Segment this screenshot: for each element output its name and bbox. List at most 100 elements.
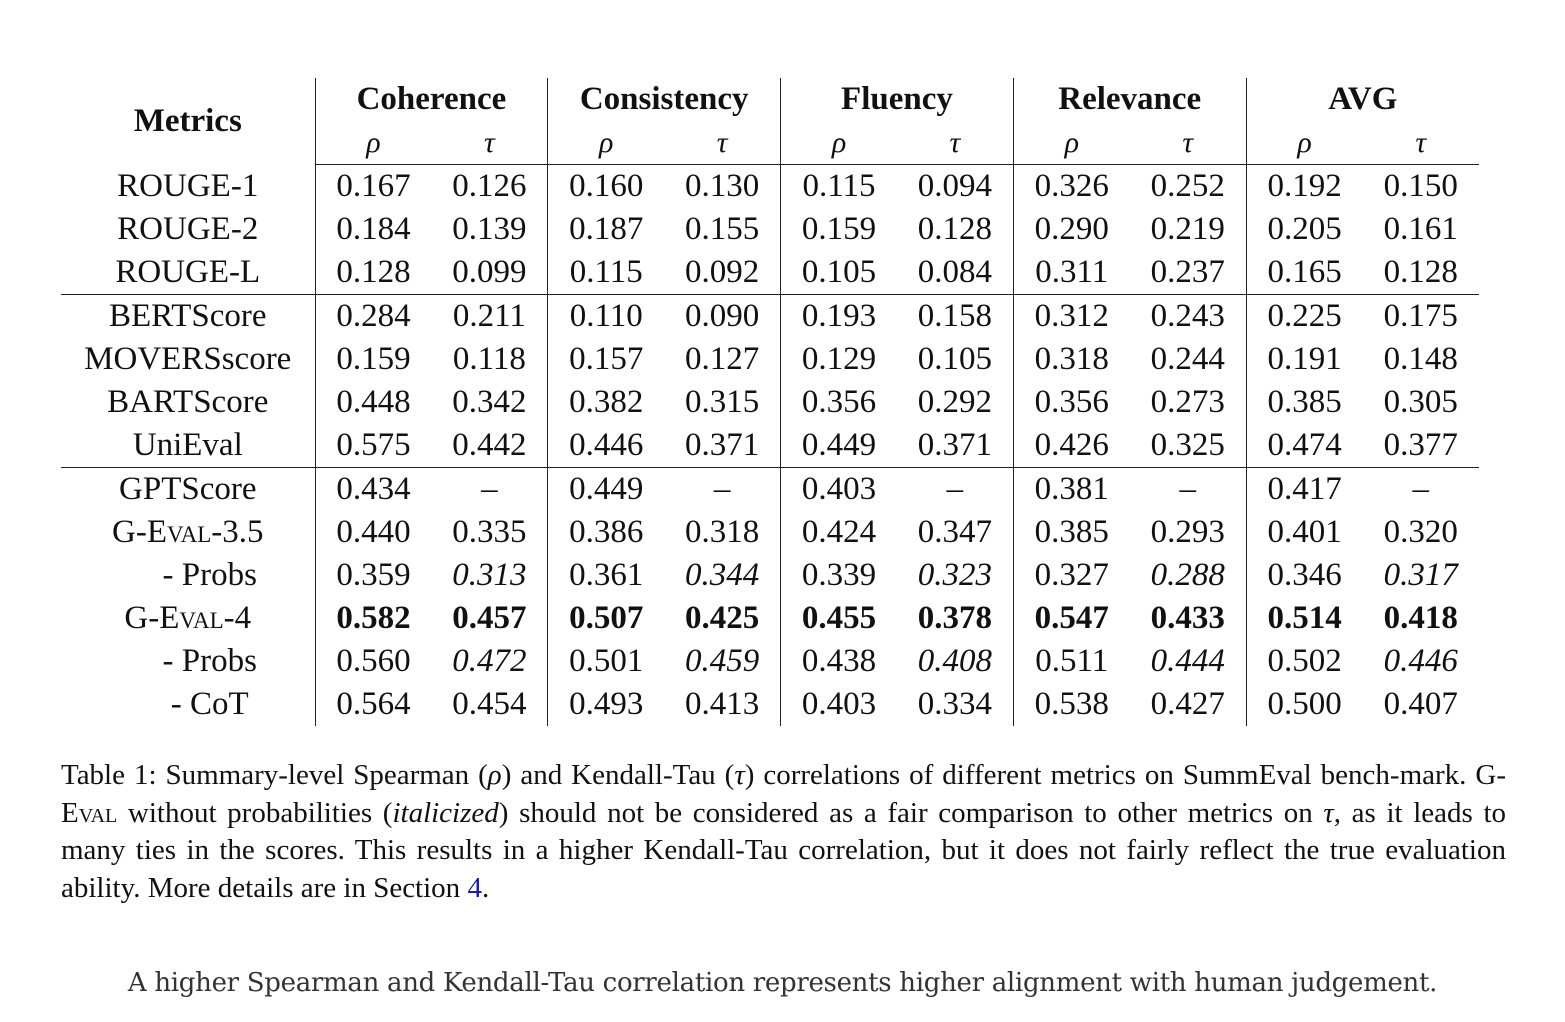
rho-value-cell: 0.403	[780, 683, 897, 726]
rho-value-cell: 0.403	[780, 467, 897, 511]
rho-value-cell: 0.165	[1245, 251, 1363, 295]
metric-name-cell: - CoT	[170, 686, 249, 722]
tau-value-cell: 0.335	[452, 514, 527, 550]
rho-value-cell: 0.446	[547, 424, 665, 468]
tau-value-cell: 0.150	[1383, 168, 1458, 204]
tau-value-cell: 0.317	[1383, 557, 1458, 593]
tau-value-cell: 0.288	[1150, 557, 1225, 593]
tau-value-cell: 0.126	[452, 168, 527, 204]
group-header-fluency: Fluency	[780, 78, 1014, 121]
table-row: - Probs 0.359 0.313 0.361 0.344 0.339 0.323 0.3…	[61, 554, 1479, 597]
caption-tau-symbol: τ	[734, 759, 745, 791]
metric-name-cell: UniEval	[132, 427, 243, 463]
tau-value-cell: 0.323	[917, 557, 993, 593]
rho-value-cell: 0.356	[1012, 381, 1130, 424]
tau-value-cell: 0.292	[917, 384, 993, 420]
tau-value-cell: 0.237	[1150, 254, 1225, 290]
rho-value-cell: 0.507	[547, 597, 665, 640]
rho-value-cell: 0.129	[780, 338, 897, 381]
tau-value-cell: 0.408	[917, 643, 993, 679]
tau-value-cell: 0.139	[452, 211, 527, 247]
tau-value-cell: 0.433	[1150, 600, 1225, 636]
tau-value-cell: 0.407	[1383, 686, 1458, 722]
rho-value-cell: 0.538	[1012, 683, 1130, 726]
metric-name-cell: BERTScore	[61, 294, 316, 338]
rho-value-cell: 0.448	[314, 381, 432, 424]
tau-value-cell: 0.371	[685, 427, 760, 463]
group-header-relevance: Relevance	[1012, 78, 1247, 121]
rho-value-cell: 0.225	[1245, 294, 1363, 338]
table-row: - CoT 0.564 0.454 0.493 0.413 0.403 0.334 0.538…	[61, 683, 1479, 726]
rho-value-cell: 0.311	[1012, 251, 1130, 295]
rho-value-cell: 0.582	[314, 597, 432, 640]
rho-value-cell: 0.312	[1012, 294, 1130, 338]
rho-value-cell: 0.500	[1245, 683, 1363, 726]
metric-name-cell: ROUGE-L	[115, 254, 261, 290]
rho-value-cell: 0.284	[314, 294, 432, 338]
rho-value-cell: 0.547	[1012, 597, 1130, 640]
table-row: MOVERSscore 0.159 0.118 0.157 0.127 0.129 0.10…	[61, 338, 1479, 381]
rho-value-cell: 0.157	[547, 338, 665, 381]
footnote-text: A higher Spearman and Kendall-Tau correl…	[127, 968, 1438, 998]
caption-prefix: Table 1: Summary-level Spearman (	[61, 759, 488, 791]
rho-header: ρ	[1245, 121, 1363, 165]
tau-value-cell: 0.161	[1383, 211, 1458, 247]
rho-value-cell: 0.449	[780, 424, 897, 468]
tau-value-cell: 0.318	[685, 514, 760, 550]
tau-header: τ	[1129, 121, 1247, 165]
rho-value-cell: 0.191	[1245, 338, 1363, 381]
rho-value-cell: 0.440	[314, 511, 432, 554]
section-link[interactable]: 4	[467, 872, 482, 905]
rho-value-cell: 0.167	[314, 164, 432, 208]
rho-value-cell: 0.159	[780, 208, 897, 251]
rho-value-cell: 0.187	[547, 208, 665, 251]
rho-value-cell: 0.417	[1245, 467, 1363, 511]
rho-value-cell: 0.359	[314, 554, 432, 597]
table-row: UniEval 0.575 0.442 0.446 0.371 0.449 0.371 0.4…	[61, 424, 1479, 468]
tau-header: τ	[896, 121, 1014, 165]
rho-value-cell: 0.193	[780, 294, 897, 338]
metric-name-cell: - Probs	[162, 557, 257, 593]
tau-header: τ	[431, 121, 548, 165]
table-row: ROUGE-L 0.128 0.099 0.115 0.092 0.105 0.084 0.3…	[61, 251, 1479, 295]
tau-value-cell: 0.130	[685, 168, 760, 204]
rho-value-cell: 0.474	[1245, 424, 1363, 468]
rho-value-cell: 0.327	[1012, 554, 1130, 597]
caption-text: ) should not be considered as a fair com…	[498, 796, 1324, 829]
tau-value-cell: 0.320	[1383, 514, 1458, 550]
tau-value-cell: 0.148	[1383, 341, 1458, 377]
caption-text: ) correlations of different metrics on S…	[744, 759, 1476, 791]
tau-value-cell: 0.425	[685, 600, 760, 636]
tau-value-cell: 0.128	[1383, 254, 1458, 290]
results-table: Metrics Coherence Consistency Fluency Re…	[61, 78, 1479, 726]
tau-value-cell: 0.344	[685, 557, 760, 593]
tau-value-cell: –	[896, 467, 1014, 511]
tau-value-cell: 0.315	[685, 384, 760, 420]
rho-value-cell: 0.501	[547, 640, 665, 683]
rho-value-cell: 0.326	[1012, 164, 1130, 208]
tau-value-cell: 0.347	[917, 514, 993, 550]
table-row: G-Eval-3.5 0.440 0.335 0.386 0.318 0.424 0.347…	[61, 511, 1479, 554]
tau-value-cell: –	[1362, 467, 1479, 511]
rho-value-cell: 0.424	[780, 511, 897, 554]
tau-value-cell: 0.273	[1150, 384, 1225, 420]
rho-value-cell: 0.115	[547, 251, 665, 295]
metric-name-cell: - Probs	[162, 643, 257, 679]
tau-value-cell: –	[1129, 467, 1247, 511]
tau-value-cell: 0.459	[685, 643, 760, 679]
tau-value-cell: 0.090	[664, 294, 781, 338]
tau-value-cell: 0.472	[452, 643, 527, 679]
tau-value-cell: 0.442	[452, 427, 527, 463]
metric-name-cell: GPTScore	[61, 467, 316, 511]
table-row: - Probs 0.560 0.472 0.501 0.459 0.438 0.408 0.5…	[61, 640, 1479, 683]
tau-value-cell: 0.099	[452, 254, 527, 290]
tau-value-cell: 0.293	[1150, 514, 1225, 550]
table-caption: Table 1: Summary-level Spearman (ρ) and …	[61, 757, 1506, 908]
tau-value-cell: 0.305	[1383, 384, 1458, 420]
tau-value-cell: 0.118	[452, 341, 526, 377]
tau-value-cell: 0.252	[1150, 168, 1225, 204]
rho-value-cell: 0.455	[780, 597, 897, 640]
rho-value-cell: 0.514	[1245, 597, 1363, 640]
rho-value-cell: 0.401	[1245, 511, 1363, 554]
rho-value-cell: 0.493	[547, 683, 665, 726]
